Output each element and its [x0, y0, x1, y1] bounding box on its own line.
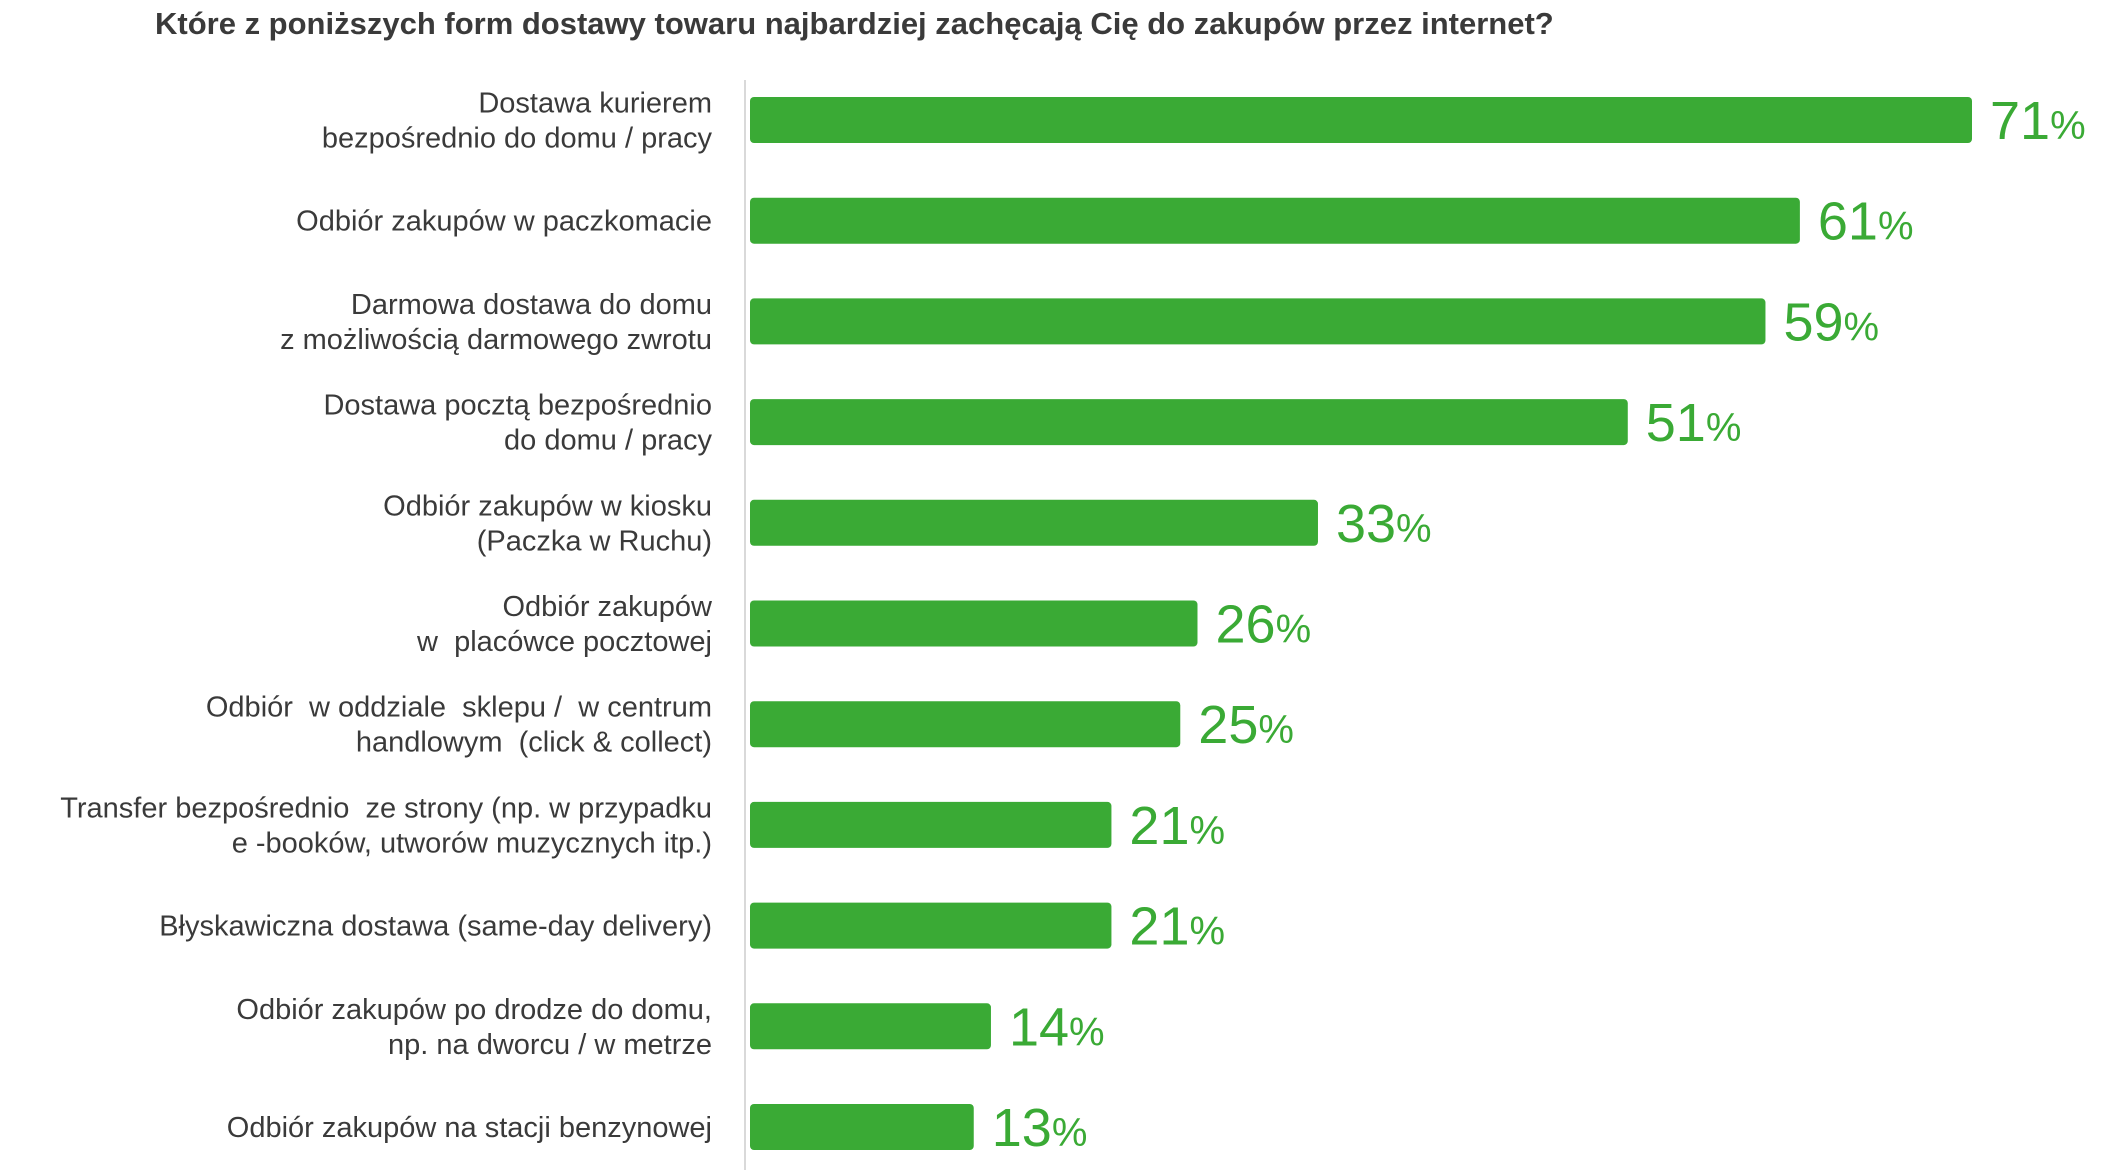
category-label: Błyskawiczna dostawa (same-day delivery) — [159, 911, 712, 943]
category-label: Odbiór zakupów po drodze do domu, np. na … — [236, 994, 712, 1061]
value-label: 59% — [1783, 292, 1879, 352]
category-label: Odbiór zakupów w kiosku (Paczka w Ruchu) — [383, 490, 712, 557]
bar — [750, 197, 1800, 244]
bar — [750, 298, 1766, 345]
category-label: Dostawa pocztą bezpośrednio do domu / pra… — [323, 390, 712, 457]
chart-title: Które z poniższych form dostawy towaru n… — [155, 6, 1554, 41]
category-label: Transfer bezpośrednio ze strony (np. w p… — [60, 792, 712, 859]
value-label: 26% — [1215, 595, 1311, 655]
bar — [750, 1104, 974, 1150]
category-label: Odbiór zakupów w placówce pocztowej — [416, 591, 713, 658]
category-label: Odbiór zakupów w paczkomacie — [296, 206, 712, 238]
bar — [750, 801, 1112, 848]
bar — [750, 399, 1628, 446]
category-label: Darmowa dostawa do domu z możliwością dar… — [280, 289, 712, 356]
value-label: 71% — [1990, 91, 2086, 151]
category-label: Odbiór zakupów na stacji benzynowej — [227, 1112, 712, 1144]
bar — [750, 97, 1972, 143]
bars-group: 71% Dostawa kurierem bezpośrednio do domu … — [60, 88, 2085, 1159]
category-label: Odbiór w oddziale sklepu / w centrum hand… — [206, 692, 712, 759]
value-label: 14% — [1009, 997, 1105, 1057]
value-label: 21% — [1129, 796, 1225, 856]
value-label: 61% — [1818, 192, 1914, 252]
value-label: 51% — [1646, 393, 1742, 453]
bar — [750, 701, 1181, 748]
bar — [750, 600, 1198, 647]
bar — [750, 902, 1112, 949]
bar — [750, 1003, 991, 1050]
category-label: Dostawa kurierem bezpośrednio do domu / p… — [322, 88, 713, 155]
value-label: 21% — [1129, 897, 1225, 957]
value-label: 33% — [1336, 494, 1432, 554]
value-label: 13% — [992, 1098, 1088, 1158]
bar — [750, 499, 1318, 546]
value-label: 25% — [1198, 695, 1294, 755]
